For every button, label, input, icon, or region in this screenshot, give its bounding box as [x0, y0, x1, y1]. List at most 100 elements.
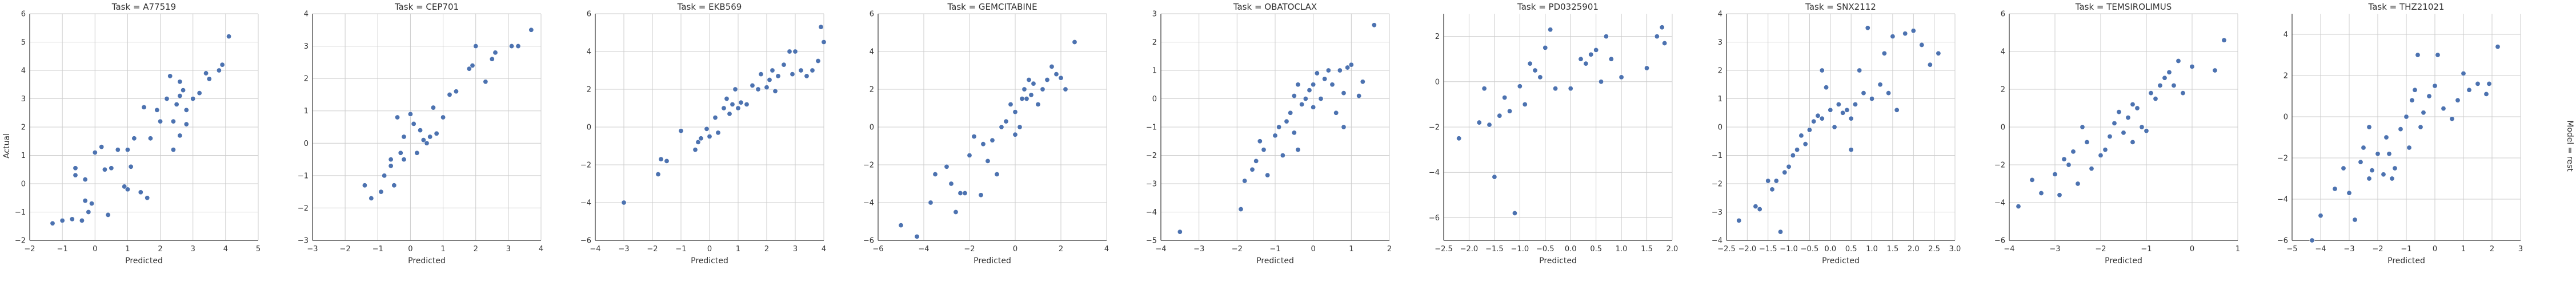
scatter-point — [2318, 213, 2323, 219]
scatter-point — [1003, 118, 1009, 124]
scatter-point — [1857, 68, 1862, 73]
scatter-point — [2398, 126, 2403, 132]
y-tick-label: 6 — [870, 10, 874, 19]
y-tick-label: 1 — [1152, 67, 1157, 76]
scatter-point — [944, 164, 950, 169]
scatter-point — [978, 192, 984, 198]
scatter-point — [1786, 164, 1792, 169]
y-tick-label: 2 — [1152, 38, 1157, 47]
scatter-point — [1782, 169, 1788, 175]
scatter-point — [154, 107, 160, 113]
x-tick-label: −2 — [2372, 245, 2383, 254]
scatter-point — [1337, 68, 1343, 73]
scatter-point — [2139, 124, 2145, 130]
x-tick-label: −3 — [2343, 245, 2354, 254]
x-tick-label: 1 — [440, 245, 445, 254]
y-tick-label: 2 — [1435, 33, 1440, 41]
x-axis-label: Predicted — [973, 256, 1011, 266]
x-tick-label: 0.0 — [1824, 245, 1836, 254]
scatter-point — [1527, 61, 1533, 66]
x-tick-label: 0.0 — [1565, 245, 1577, 254]
y-tick-label: 3 — [21, 95, 26, 104]
scatter-point — [466, 66, 472, 72]
x-tick-label: 1.0 — [1616, 245, 1628, 254]
scatter-point — [732, 86, 738, 92]
y-tick-label: 0 — [1152, 95, 1157, 104]
x-tick-label: −3 — [618, 245, 629, 254]
scatter-point — [704, 126, 710, 132]
scatter-point — [735, 105, 741, 111]
scatter-point — [1008, 101, 1013, 107]
scatter-point — [2212, 68, 2218, 73]
x-tick-label: −2.5 — [1717, 245, 1736, 254]
panel-title: Task = CEP701 — [394, 2, 459, 12]
scatter-point — [407, 111, 413, 117]
scatter-point — [167, 73, 173, 79]
scatter-point — [1798, 133, 1804, 138]
y-tick-label: 0 — [1718, 124, 1722, 132]
scatter-point — [1049, 64, 1055, 69]
scatter-point — [2098, 152, 2104, 158]
scatter-point — [1927, 62, 1933, 68]
scatter-point — [1307, 88, 1312, 93]
scatter-point — [395, 114, 400, 120]
panel-title: Task = EKB569 — [677, 2, 742, 12]
scatter-point — [2102, 147, 2108, 153]
scatter-point — [1832, 124, 1837, 130]
y-tick-label: −2 — [1712, 180, 1722, 189]
scatter-point — [1588, 52, 1594, 57]
y-tick-label: −3 — [1146, 180, 1157, 189]
x-tick-label: 2 — [1059, 245, 1063, 254]
scatter-point — [1291, 93, 1297, 99]
y-tick-label: −4 — [863, 199, 874, 208]
scatter-point — [1794, 147, 1800, 153]
scatter-point — [1865, 25, 1870, 31]
scatter-point — [2441, 106, 2446, 112]
scatter-point — [82, 198, 88, 204]
scatter-point — [2475, 81, 2481, 86]
scatter-point — [73, 165, 78, 171]
scatter-point — [727, 111, 732, 117]
x-axis-label: Predicted — [1822, 256, 1860, 266]
scatter-point — [2386, 151, 2392, 157]
x-axis-label: Predicted — [1256, 256, 1294, 266]
scatter-point — [1543, 45, 1548, 50]
scatter-point — [1314, 70, 1320, 76]
scatter-point — [658, 156, 664, 162]
scatter-point — [89, 201, 95, 207]
scatter-point — [1836, 101, 1841, 107]
scatter-point — [1272, 133, 1278, 138]
scatter-point — [1608, 56, 1614, 62]
scatter-point — [489, 56, 495, 62]
x-tick-label: 4 — [223, 245, 228, 254]
x-tick-label: −4 — [2004, 245, 2014, 254]
scatter-point — [958, 190, 963, 196]
x-tick-label: −2 — [24, 245, 35, 254]
scatter-point — [147, 136, 153, 141]
scatter-point — [2418, 124, 2423, 130]
scatter-point — [1757, 207, 1762, 212]
scatter-point — [730, 101, 735, 107]
scatter-point — [1507, 108, 1513, 114]
scatter-point — [1072, 39, 1077, 45]
scatter-point — [1356, 93, 1362, 99]
y-tick-label: 0 — [21, 180, 26, 189]
scatter-point — [99, 144, 105, 150]
scatter-point — [775, 73, 781, 79]
x-tick-label: −4 — [2315, 245, 2326, 254]
y-tick-label: 2 — [2001, 86, 2005, 94]
y-tick-label: −4 — [1712, 237, 1722, 246]
scatter-point — [1295, 82, 1301, 88]
scatter-point — [105, 212, 111, 217]
scatter-point — [1603, 34, 1609, 39]
scatter-point — [948, 181, 954, 187]
scatter-point — [1035, 101, 1041, 107]
scatter-point — [1852, 101, 1858, 107]
scatter-point — [102, 167, 107, 172]
y-tick-label: 4 — [21, 67, 26, 76]
y-tick-label: 6 — [2001, 10, 2005, 19]
panel-title: Task = SNX2112 — [1805, 2, 1876, 12]
scatter-point — [128, 164, 134, 169]
scatter-point — [2403, 114, 2409, 120]
x-tick-label: −3 — [2049, 245, 2060, 254]
